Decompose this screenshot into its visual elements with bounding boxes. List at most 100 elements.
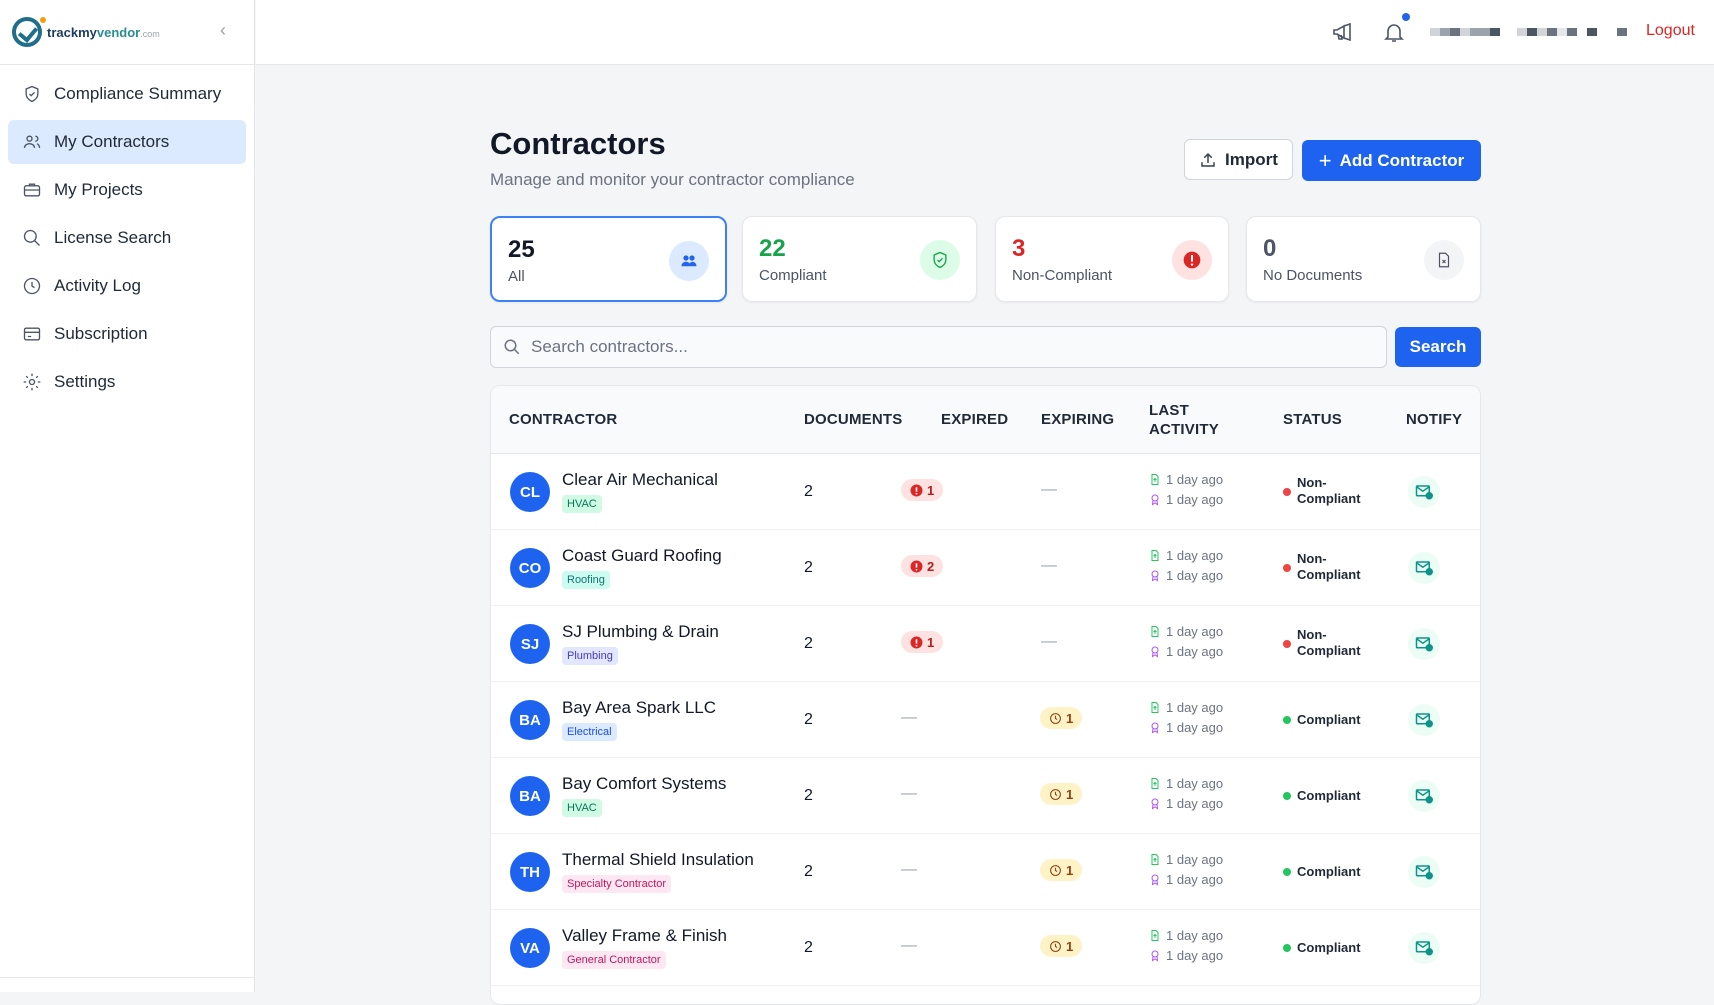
status-line2: Compliant <box>1297 643 1361 658</box>
last-upload: 1 day ago <box>1149 548 1223 563</box>
header-expiring[interactable]: EXPIRING <box>1041 411 1115 428</box>
clock-icon <box>1050 864 1061 876</box>
sidebar-item-label: Subscription <box>54 324 148 343</box>
last-upload: 1 day ago <box>1149 472 1223 487</box>
trade-tag: Plumbing <box>562 647 618 665</box>
status-dot <box>1283 792 1291 800</box>
header-last-activity[interactable]: LAST ACTIVITY <box>1149 401 1219 439</box>
trade-tag: Specialty Contractor <box>562 875 672 893</box>
add-contractor-button[interactable]: + Add Contractor <box>1302 140 1481 181</box>
import-button[interactable]: Import <box>1184 139 1293 180</box>
status-dot <box>1283 640 1291 648</box>
search-input[interactable] <box>531 337 1386 357</box>
notify-button[interactable] <box>1408 552 1440 584</box>
header-notify: NOTIFY <box>1406 411 1463 428</box>
table-row[interactable]: BA Bay Area Spark LLC Electrical 2 — 1 1 … <box>491 682 1480 758</box>
last-upload: 1 day ago <box>1149 776 1223 791</box>
header-expired[interactable]: EXPIRED <box>941 411 1009 428</box>
sidebar-item-label: Compliance Summary <box>54 84 222 103</box>
sidebar-item-license-search[interactable]: License Search <box>8 216 246 260</box>
documents-count: 2 <box>804 939 813 956</box>
sidebar-item-compliance-summary[interactable]: Compliance Summary <box>8 72 246 116</box>
last-upload-time: 1 day ago <box>1166 472 1224 487</box>
status-line2: Compliant <box>1297 491 1361 506</box>
search-button[interactable]: Search <box>1395 327 1481 367</box>
megaphone-icon[interactable] <box>1331 20 1355 44</box>
expired-none: — <box>901 785 917 802</box>
last-upload-time: 1 day ago <box>1166 624 1224 639</box>
filter-card-compliant[interactable]: 22 Compliant <box>742 216 977 302</box>
expired-count: 2 <box>927 558 935 574</box>
trade-tag: HVAC <box>562 799 602 817</box>
file-upload-icon <box>1151 930 1159 941</box>
filter-card-no-documents[interactable]: 0 No Documents <box>1246 216 1481 302</box>
avatar: BA <box>510 700 550 740</box>
logout-link[interactable]: Logout <box>1646 22 1695 39</box>
mail-send-icon <box>1415 485 1433 500</box>
avatar: CL <box>510 472 550 512</box>
card-count: 25 <box>508 236 535 263</box>
table-row[interactable]: CO Coast Guard Roofing Roofing 2 2 — 1 da… <box>491 530 1480 606</box>
notify-button[interactable] <box>1408 704 1440 736</box>
expiring-badge: 1 <box>1040 935 1083 957</box>
status-text: Compliant <box>1297 940 1361 955</box>
notify-button[interactable] <box>1408 476 1440 508</box>
last-license-check: 1 day ago <box>1149 644 1223 659</box>
expiring-count: 1 <box>1066 710 1074 726</box>
notify-button[interactable] <box>1408 780 1440 812</box>
last-upload: 1 day ago <box>1149 700 1223 715</box>
notification-dot <box>1402 13 1410 21</box>
table-row[interactable]: TH Thermal Shield Insulation Specialty C… <box>491 834 1480 910</box>
sidebar-item-label: My Contractors <box>54 132 170 151</box>
last-license-check: 1 day ago <box>1149 872 1223 887</box>
header-status[interactable]: STATUS <box>1283 411 1342 428</box>
table-row[interactable]: VA Valley Frame & Finish General Contrac… <box>491 910 1480 986</box>
last-upload: 1 day ago <box>1149 852 1223 867</box>
expiring-count: 1 <box>1066 938 1074 954</box>
last-upload-time: 1 day ago <box>1166 776 1224 791</box>
contractor-name[interactable]: SJ Plumbing & Drain <box>562 622 719 641</box>
logo[interactable]: trackmyvendor.com <box>12 16 160 48</box>
filter-card-non-compliant[interactable]: 3 Non-Compliant <box>995 216 1229 302</box>
contractor-name[interactable]: Bay Area Spark LLC <box>562 698 717 717</box>
notify-button[interactable] <box>1408 628 1440 660</box>
sidebar-item-settings[interactable]: Settings <box>8 360 246 404</box>
search-field[interactable] <box>490 326 1387 368</box>
sidebar-item-my-contractors[interactable]: My Contractors <box>8 120 246 164</box>
filter-card-all[interactable]: 25 All <box>490 216 727 302</box>
status-line1: Non- <box>1297 627 1327 642</box>
table-row[interactable]: SJ SJ Plumbing & Drain Plumbing 2 1 — 1 d… <box>491 606 1480 682</box>
card-count: 0 <box>1263 235 1277 262</box>
contractor-name[interactable]: Clear Air Mechanical <box>562 470 718 489</box>
table-row[interactable]: CL Clear Air Mechanical HVAC 2 1 — 1 day … <box>491 454 1480 530</box>
status-dot <box>1283 564 1291 572</box>
table-row[interactable]: BA Bay Comfort Systems HVAC 2 — 1 1 day a… <box>491 758 1480 834</box>
header-documents[interactable]: DOCUMENTS <box>804 411 903 428</box>
expiring-none: — <box>1041 481 1057 498</box>
notify-button[interactable] <box>1408 932 1440 964</box>
collapse-sidebar-chevron-left-icon[interactable]: ‹ <box>220 20 226 40</box>
notify-button[interactable] <box>1408 856 1440 888</box>
bell-icon[interactable] <box>1382 20 1406 44</box>
last-license-time: 1 day ago <box>1166 948 1224 963</box>
award-icon <box>1151 570 1159 582</box>
mail-send-icon <box>1415 637 1433 652</box>
contractor-name[interactable]: Valley Frame & Finish <box>562 926 728 945</box>
users-icon <box>23 135 41 148</box>
contractors-table: CONTRACTOR DOCUMENTS EXPIRED EXPIRING LA… <box>490 385 1481 1005</box>
sidebar-item-subscription[interactable]: Subscription <box>8 312 246 356</box>
contractor-name[interactable]: Coast Guard Roofing <box>562 546 722 565</box>
sidebar-item-my-projects[interactable]: My Projects <box>8 168 246 212</box>
contractor-name[interactable]: Bay Comfort Systems <box>562 774 727 793</box>
last-license-check: 1 day ago <box>1149 948 1223 963</box>
award-icon <box>1151 494 1159 506</box>
sidebar-item-activity-log[interactable]: Activity Log <box>8 264 246 308</box>
award-icon <box>1151 722 1159 734</box>
search-icon <box>23 229 40 246</box>
contractor-name[interactable]: Thermal Shield Insulation <box>562 850 754 869</box>
sidebar-item-label: Settings <box>54 372 116 391</box>
documents-count: 2 <box>804 483 813 500</box>
import-label: Import <box>1225 149 1278 169</box>
header-contractor[interactable]: CONTRACTOR <box>509 411 618 428</box>
last-license-check: 1 day ago <box>1149 796 1223 811</box>
